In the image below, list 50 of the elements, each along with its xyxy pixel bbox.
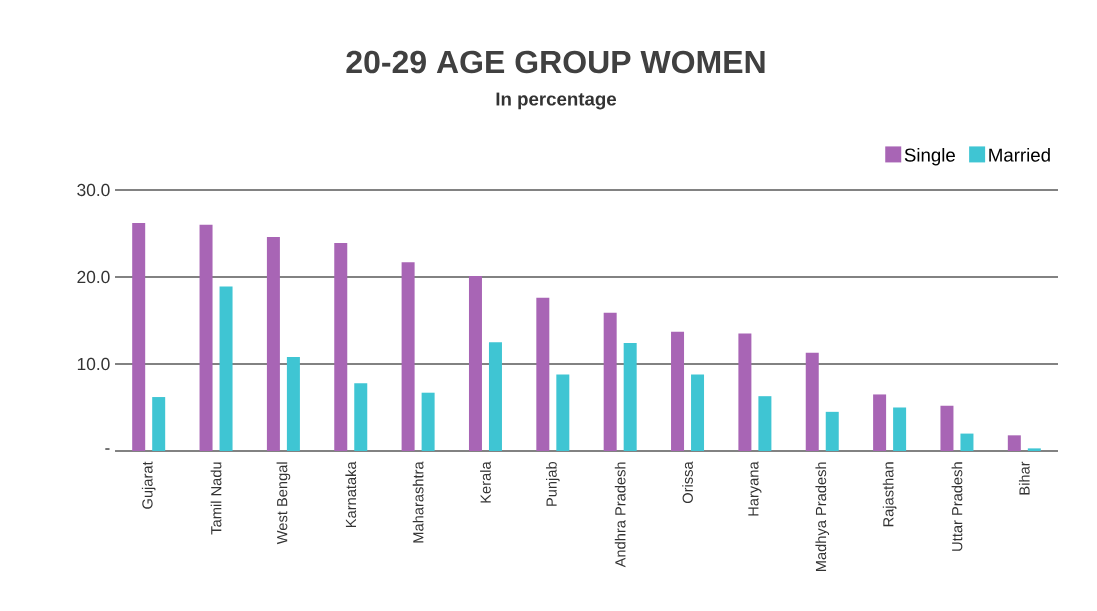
x-tick-label: Uttar Pradesh	[951, 462, 963, 551]
bar	[805, 352, 819, 451]
x-tick-label: Madhya Pradesh	[815, 462, 830, 572]
bar	[132, 223, 146, 451]
x-tick-label: Rajasthan	[882, 462, 897, 527]
bar	[1027, 448, 1041, 451]
bar	[199, 224, 213, 451]
x-tick-label: Tamil Nadu	[210, 462, 222, 535]
bar	[873, 394, 887, 451]
legend-label: Single	[904, 147, 955, 166]
bar	[940, 405, 954, 451]
y-tick-label: 10.0	[77, 357, 110, 371]
x-tick-label: Bihar	[1018, 461, 1030, 495]
bar	[556, 374, 570, 451]
y-tick-label: 30.0	[77, 183, 110, 197]
bar	[738, 333, 752, 451]
bar	[488, 342, 502, 451]
chart-subtitle: In percentage	[496, 92, 617, 110]
bar	[152, 397, 166, 451]
bar	[421, 392, 435, 451]
x-tick-label: Karnataka	[345, 461, 357, 528]
x-tick-label: Andhra Pradesh	[614, 462, 626, 568]
bar	[286, 357, 300, 451]
bar	[960, 433, 974, 451]
legend-label: Married	[989, 147, 1050, 162]
x-tick-label: Punjab	[545, 462, 560, 506]
bar	[825, 411, 839, 451]
bar	[468, 276, 482, 451]
bar	[758, 396, 772, 451]
chart-title: 20-29 AGE GROUP WOMEN	[346, 50, 765, 74]
bar	[1007, 435, 1021, 451]
x-tick-label: Haryana	[748, 461, 762, 516]
x-tick-label: Maharashtra	[412, 461, 424, 543]
bar	[603, 312, 617, 451]
bar	[623, 343, 637, 451]
bar	[401, 262, 415, 451]
bar	[671, 331, 685, 451]
bar	[266, 236, 280, 451]
bar	[893, 407, 907, 451]
x-tick-label: Gujarat	[141, 461, 156, 509]
y-tick-label: 20.0	[77, 270, 110, 284]
bar	[691, 374, 705, 451]
x-tick-label: Orissa	[682, 461, 693, 504]
bar	[219, 286, 233, 451]
x-tick-label: Kerala	[480, 461, 491, 503]
x-tick-label: West Bengal	[276, 462, 291, 545]
bar	[536, 297, 550, 451]
bar	[334, 243, 348, 451]
y-tick-label: -	[105, 448, 110, 450]
bar	[354, 383, 368, 451]
